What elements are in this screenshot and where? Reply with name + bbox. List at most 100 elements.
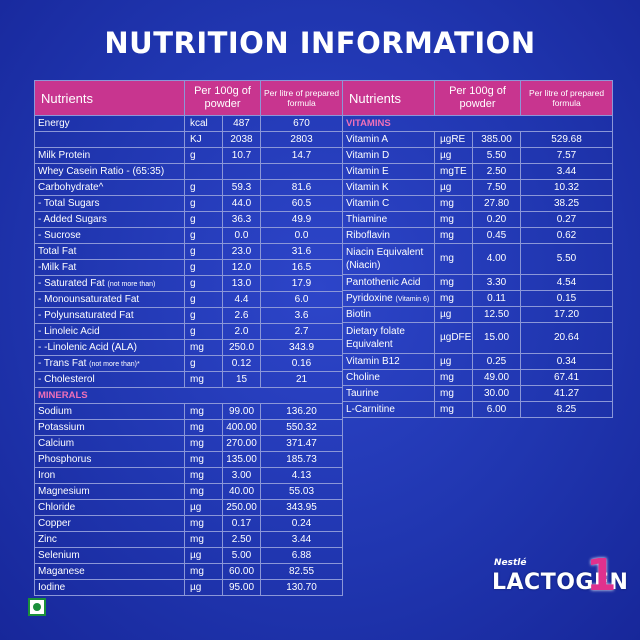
value-per-100g: 15 xyxy=(221,371,262,388)
table-row: Zinc mg 2.50 3.44 xyxy=(34,531,344,548)
value-per-100g: 2.0 xyxy=(221,323,262,340)
value-per-litre: 0.0 xyxy=(260,227,344,244)
nutrient-name-text: Total Fat xyxy=(38,245,77,257)
table-row: KJ 2038 2803 xyxy=(34,131,344,148)
nutrient-name: Selenium xyxy=(34,547,185,564)
table-row: Total Fat g 23.0 31.6 xyxy=(34,243,344,260)
nutrient-unit: g xyxy=(184,259,223,276)
value-per-100g: 2.6 xyxy=(221,307,262,324)
nutrient-name: Choline xyxy=(342,369,435,386)
value-per-litre: 49.9 xyxy=(260,211,344,228)
nutrient-name: - Cholesterol xyxy=(34,371,185,388)
nutrient-unit: g xyxy=(184,355,223,372)
value-per-litre: 0.27 xyxy=(520,211,614,228)
value-per-100g: 60.00 xyxy=(221,563,262,580)
header-nutrients: Nutrients xyxy=(342,80,435,116)
nutrient-name-text: Taurine xyxy=(346,387,379,399)
value-per-100g: 270.00 xyxy=(221,435,262,452)
table-row: - Cholesterol mg 15 21 xyxy=(34,371,344,388)
nutrient-unit: mg xyxy=(434,227,473,244)
value-per-100g: 0.17 xyxy=(221,515,262,532)
value-per-100g: 10.7 xyxy=(221,147,262,164)
nutrition-table-left: Nutrients Per 100g of powder Per litre o… xyxy=(33,80,344,596)
nutrient-unit: mg xyxy=(434,290,473,307)
nutrient-unit: mg xyxy=(184,515,223,532)
table-row: Phosphorus mg 135.00 185.73 xyxy=(34,451,344,468)
section-row: VITAMINS xyxy=(341,115,614,132)
nutrient-name: Maganese xyxy=(34,563,185,580)
table-row: Calcium mg 270.00 371.47 xyxy=(34,435,344,452)
nutrient-unit: µg xyxy=(434,353,473,370)
nutrient-unit: µgDFE xyxy=(434,322,473,354)
nutrient-unit: g xyxy=(184,211,223,228)
nutrient-unit: g xyxy=(184,147,223,164)
value-per-litre: 55.03 xyxy=(260,483,344,500)
table-row: - Monounsaturated Fat g 4.4 6.0 xyxy=(34,291,344,308)
nutrition-table-right: Nutrients Per 100g of powder Per litre o… xyxy=(341,80,614,418)
table-row: Whey Casein Ratio - (65:35) xyxy=(34,163,344,180)
value-per-100g: 2.50 xyxy=(471,163,522,180)
nutrient-name-text: Vitamin A xyxy=(346,133,389,145)
nutrient-name-text: - Cholesterol xyxy=(38,373,95,385)
nutrient-name-text: - Polyunsaturated Fat xyxy=(38,309,134,321)
value-per-litre: 185.73 xyxy=(260,451,344,468)
value-per-100g: 4.00 xyxy=(471,243,522,275)
value-per-100g: 4.4 xyxy=(221,291,262,308)
nutrient-name-text: -Milk Fat xyxy=(38,261,77,273)
nutrient-name: Thiamine xyxy=(342,211,435,228)
value-per-100g: 0.20 xyxy=(471,211,522,228)
nutrient-unit: g xyxy=(184,243,223,260)
value-per-litre: 136.20 xyxy=(260,403,344,420)
table-row: Riboflavin mg 0.45 0.62 xyxy=(342,227,614,244)
nutrient-unit: g xyxy=(184,227,223,244)
value-per-100g: 23.0 xyxy=(221,243,262,260)
table-header-row: Nutrients Per 100g of powder Per litre o… xyxy=(342,80,614,116)
table-row: - -Linolenic Acid (ALA) mg 250.0 343.9 xyxy=(34,339,344,356)
header-per-100g: Per 100g of powder xyxy=(183,80,262,116)
value-per-100g: 250.00 xyxy=(221,499,262,516)
value-per-100g: 27.80 xyxy=(471,195,522,212)
table-row: Selenium µg 5.00 6.88 xyxy=(34,547,344,564)
value-per-100g: 12.0 xyxy=(221,259,262,276)
nutrient-name-text: Sodium xyxy=(38,405,72,417)
value-per-100g: 5.50 xyxy=(471,147,522,164)
value-per-100g: 0.45 xyxy=(471,227,522,244)
table-row: Potassium mg 400.00 550.32 xyxy=(34,419,344,436)
nutrient-name-text: Phosphorus xyxy=(38,453,92,465)
nutrient-note: (not more than) xyxy=(107,280,156,288)
nutrient-name: Sodium xyxy=(34,403,185,420)
table-row: Iodine µg 95.00 130.70 xyxy=(34,579,344,596)
value-per-litre: 0.34 xyxy=(520,353,614,370)
nutrient-name: Dietary folate Equivalent xyxy=(342,322,435,354)
nutrient-unit: g xyxy=(184,195,223,212)
nutrient-unit: µg xyxy=(434,147,473,164)
nutrient-name: Energy xyxy=(34,115,185,132)
nutrient-name-text: Niacin Equivalent (Niacin) xyxy=(346,247,424,271)
nutrient-name-text: Whey Casein Ratio - (65:35) xyxy=(38,165,165,177)
table-row: Taurine mg 30.00 41.27 xyxy=(342,385,614,402)
value-per-litre: 6.88 xyxy=(260,547,344,564)
nutrient-name-text: Thiamine xyxy=(346,213,388,225)
value-per-litre: 10.32 xyxy=(520,179,614,196)
nutrient-name: Whey Casein Ratio - (65:35) xyxy=(34,163,185,180)
value-per-litre: 14.7 xyxy=(260,147,344,164)
value-per-litre: 2.7 xyxy=(260,323,344,340)
value-per-100g: 385.00 xyxy=(471,131,522,148)
nutrient-unit: µg xyxy=(184,499,223,516)
value-per-100g: 5.00 xyxy=(221,547,262,564)
value-per-100g: 12.50 xyxy=(471,306,522,323)
table-row: Energy kcal 487 670 xyxy=(34,115,344,132)
value-per-litre: 0.16 xyxy=(260,355,344,372)
nutrient-unit: mg xyxy=(184,483,223,500)
nutrient-unit: µg xyxy=(434,306,473,323)
nutrient-unit: mg xyxy=(184,451,223,468)
nutrient-unit xyxy=(184,163,223,180)
nutrient-name-text: Energy xyxy=(38,117,70,129)
table-row: Biotin µg 12.50 17.20 xyxy=(342,306,614,323)
nutrient-name: Riboflavin xyxy=(342,227,435,244)
table-row: - Saturated Fat (not more than) g 13.0 17.9 xyxy=(34,275,344,292)
table-row: Niacin Equivalent (Niacin) mg 4.00 5.50 xyxy=(342,243,614,275)
nutrient-name: Total Fat xyxy=(34,243,185,260)
table-row: - Sucrose g 0.0 0.0 xyxy=(34,227,344,244)
value-per-100g: 250.0 xyxy=(221,339,262,356)
